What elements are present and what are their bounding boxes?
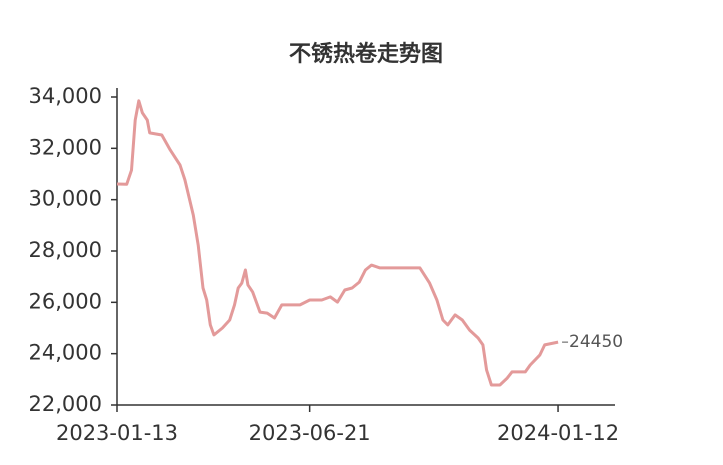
y-tick-label: 32,000	[29, 135, 102, 159]
y-tick-label: 24,000	[29, 341, 102, 365]
x-tick-label: 2024-01-12	[497, 421, 619, 445]
y-tick-label: 28,000	[29, 238, 102, 262]
y-tick-label: 26,000	[29, 289, 102, 313]
x-tick-label: 2023-06-21	[249, 421, 371, 445]
price-line	[116, 99, 559, 387]
y-tick-label: 30,000	[29, 187, 102, 211]
x-tick-label: 2023-01-13	[56, 421, 178, 445]
chart-title: 不锈热卷走势图	[289, 41, 443, 67]
y-tick-label: 22,000	[29, 392, 102, 416]
end-label: 24450	[569, 332, 623, 352]
y-tick-label: 34,000	[29, 84, 102, 108]
